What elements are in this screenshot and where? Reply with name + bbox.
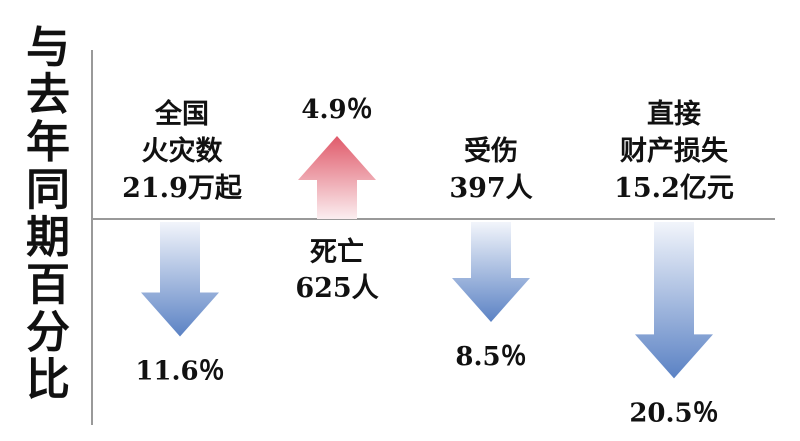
decrease-arrow xyxy=(635,222,713,379)
decrease-arrow xyxy=(141,222,219,337)
y-label-char: 比 xyxy=(26,355,70,406)
category-label: 15.2亿元 xyxy=(614,173,734,204)
decrease-arrow xyxy=(452,222,530,322)
value-label: 4.9％ xyxy=(301,95,372,125)
category-label: 火灾数 xyxy=(142,135,224,167)
y-label-char: 分 xyxy=(26,307,70,358)
category-label: 死亡 xyxy=(310,237,364,268)
increase-arrow xyxy=(298,135,376,219)
y-label-char: 期 xyxy=(26,212,70,263)
category-label: 全国 xyxy=(154,98,209,130)
category-label: 21.9万起 xyxy=(122,173,243,204)
y-label-char: 百 xyxy=(26,260,70,311)
value-label: 20.5％ xyxy=(629,398,718,428)
y-label-char: 年 xyxy=(26,117,70,168)
category-label: 受伤 xyxy=(464,135,518,167)
value-label: 8.5％ xyxy=(455,342,526,372)
y-label-char: 同 xyxy=(26,165,70,216)
category-label: 财产损失 xyxy=(620,136,729,167)
category-label: 397人 xyxy=(449,173,532,204)
value-label: 11.6％ xyxy=(135,357,224,387)
y-label-char: 去 xyxy=(26,70,70,121)
category-label: 直接 xyxy=(647,99,701,130)
category-label: 625人 xyxy=(295,273,378,304)
y-label-char: 与 xyxy=(26,22,70,73)
